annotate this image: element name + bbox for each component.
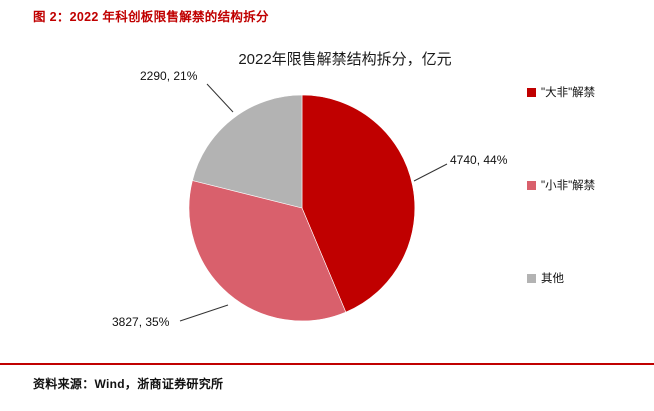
figure-title: 图 2：2022 年科创板限售解禁的结构拆分 — [33, 10, 269, 24]
source-note: 资料来源：Wind，浙商证券研究所 — [33, 377, 224, 391]
pie-slice-1 — [188, 180, 347, 322]
legend-swatch — [527, 273, 536, 283]
chart-legend: "大非"解禁 "小非"解禁 其他 — [527, 84, 647, 294]
data-label-other: 2290, 21% — [140, 69, 198, 83]
footer-divider — [0, 363, 654, 365]
legend-label-dafei: "大非"解禁 — [541, 87, 596, 99]
legend-item-xiaofei: "小非"解禁 — [527, 177, 595, 193]
pie-slice-2 — [192, 94, 303, 209]
leader-line-other — [206, 83, 234, 113]
chart-title: 2022年限售解禁结构拆分，亿元 — [238, 51, 452, 68]
pie-slice-0 — [301, 94, 416, 313]
legend-item-other: 其他 — [527, 270, 564, 286]
leader-line-xiaofei — [179, 304, 229, 322]
pie-plot — [179, 83, 448, 322]
data-label-xiaofei: 3827, 35% — [112, 315, 170, 329]
data-label-dafei: 4740, 44% — [450, 153, 508, 167]
legend-item-dafei: "大非"解禁 — [527, 84, 595, 100]
legend-swatch — [527, 87, 536, 97]
legend-swatch — [527, 180, 536, 190]
leader-line-dafei — [413, 163, 448, 182]
legend-label-xiaofei: "小非"解禁 — [541, 180, 596, 192]
pie-slices — [188, 94, 416, 322]
legend-label-other: 其他 — [541, 273, 564, 285]
